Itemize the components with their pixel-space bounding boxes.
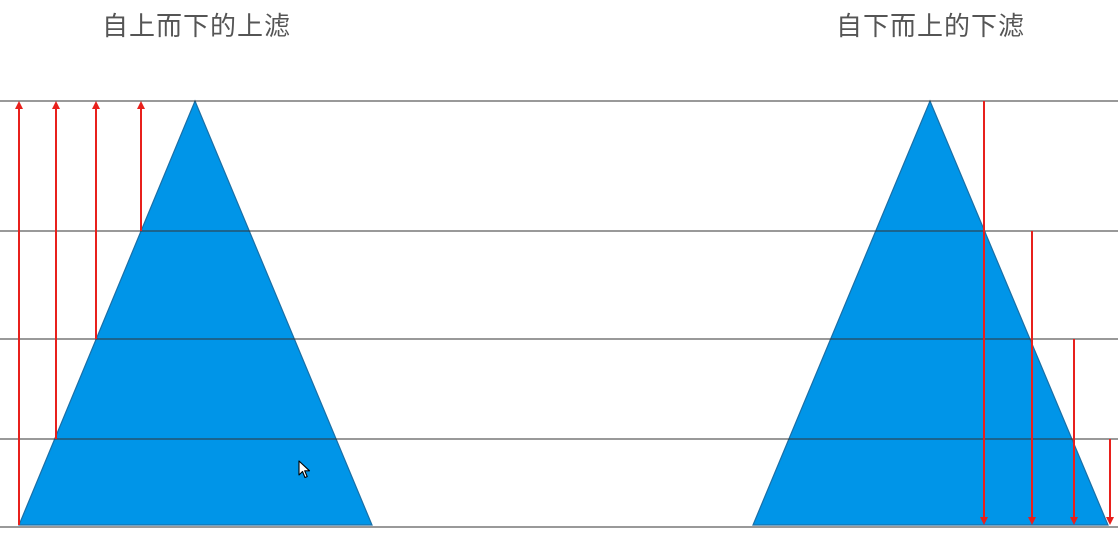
- right-heap-triangle: [752, 99, 1109, 526]
- left-heap-triangle: [18, 99, 373, 526]
- left-title: 自上而下的上滤: [102, 12, 292, 42]
- right-title: 自下而上的下滤: [836, 12, 1026, 42]
- mouse-pointer-icon: [298, 460, 311, 479]
